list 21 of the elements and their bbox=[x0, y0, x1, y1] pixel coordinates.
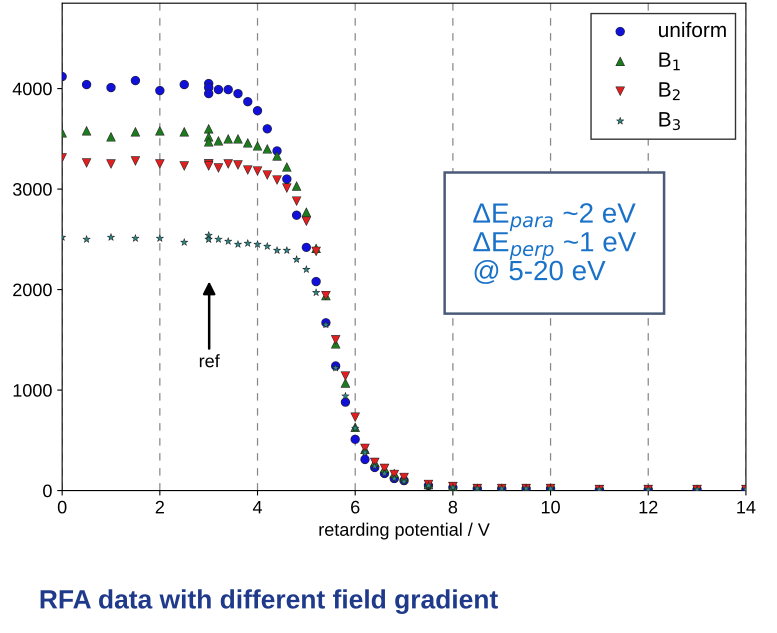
y-tick-label: 1000 bbox=[14, 384, 52, 397]
x-tick-label: 2 bbox=[156, 500, 164, 514]
x-tick-label: 12 bbox=[640, 500, 658, 514]
y-tick-label: 0 bbox=[43, 484, 52, 498]
x-axis-title: retarding potential / V bbox=[319, 522, 490, 540]
annotation: ref bbox=[200, 354, 220, 368]
x-tick-label: 8 bbox=[448, 500, 458, 514]
legend-label: B$_{3}$ bbox=[659, 112, 680, 130]
x-tick-label: 6 bbox=[351, 500, 360, 514]
y-tick-label: 4000 bbox=[12, 82, 52, 96]
x-tick-label: 0 bbox=[58, 500, 66, 514]
legend-label: uniform bbox=[659, 22, 726, 38]
legend-label: B$_{2}$ bbox=[659, 82, 680, 100]
x-tick-label: 10 bbox=[542, 500, 560, 514]
text: ΔE$_{para}$ ~2 eV ΔE$_{perp}$ ~1 eV @ 5-20 eV bbox=[473, 203, 636, 284]
text: RFA data with different field gradient bbox=[40, 589, 498, 614]
y-tick-label: 2000 bbox=[13, 284, 52, 296]
y-tick-label: 3000 bbox=[12, 183, 52, 196]
legend-label: B$_{1}$ bbox=[659, 52, 680, 70]
x-tick-label: 4 bbox=[252, 500, 262, 514]
x-tick-label: 14 bbox=[737, 500, 756, 514]
